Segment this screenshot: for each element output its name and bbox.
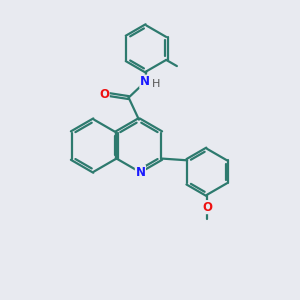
Text: H: H	[152, 79, 160, 89]
Text: N: N	[135, 166, 146, 178]
Text: O: O	[99, 88, 109, 100]
Text: O: O	[202, 201, 212, 214]
Text: N: N	[140, 75, 150, 88]
